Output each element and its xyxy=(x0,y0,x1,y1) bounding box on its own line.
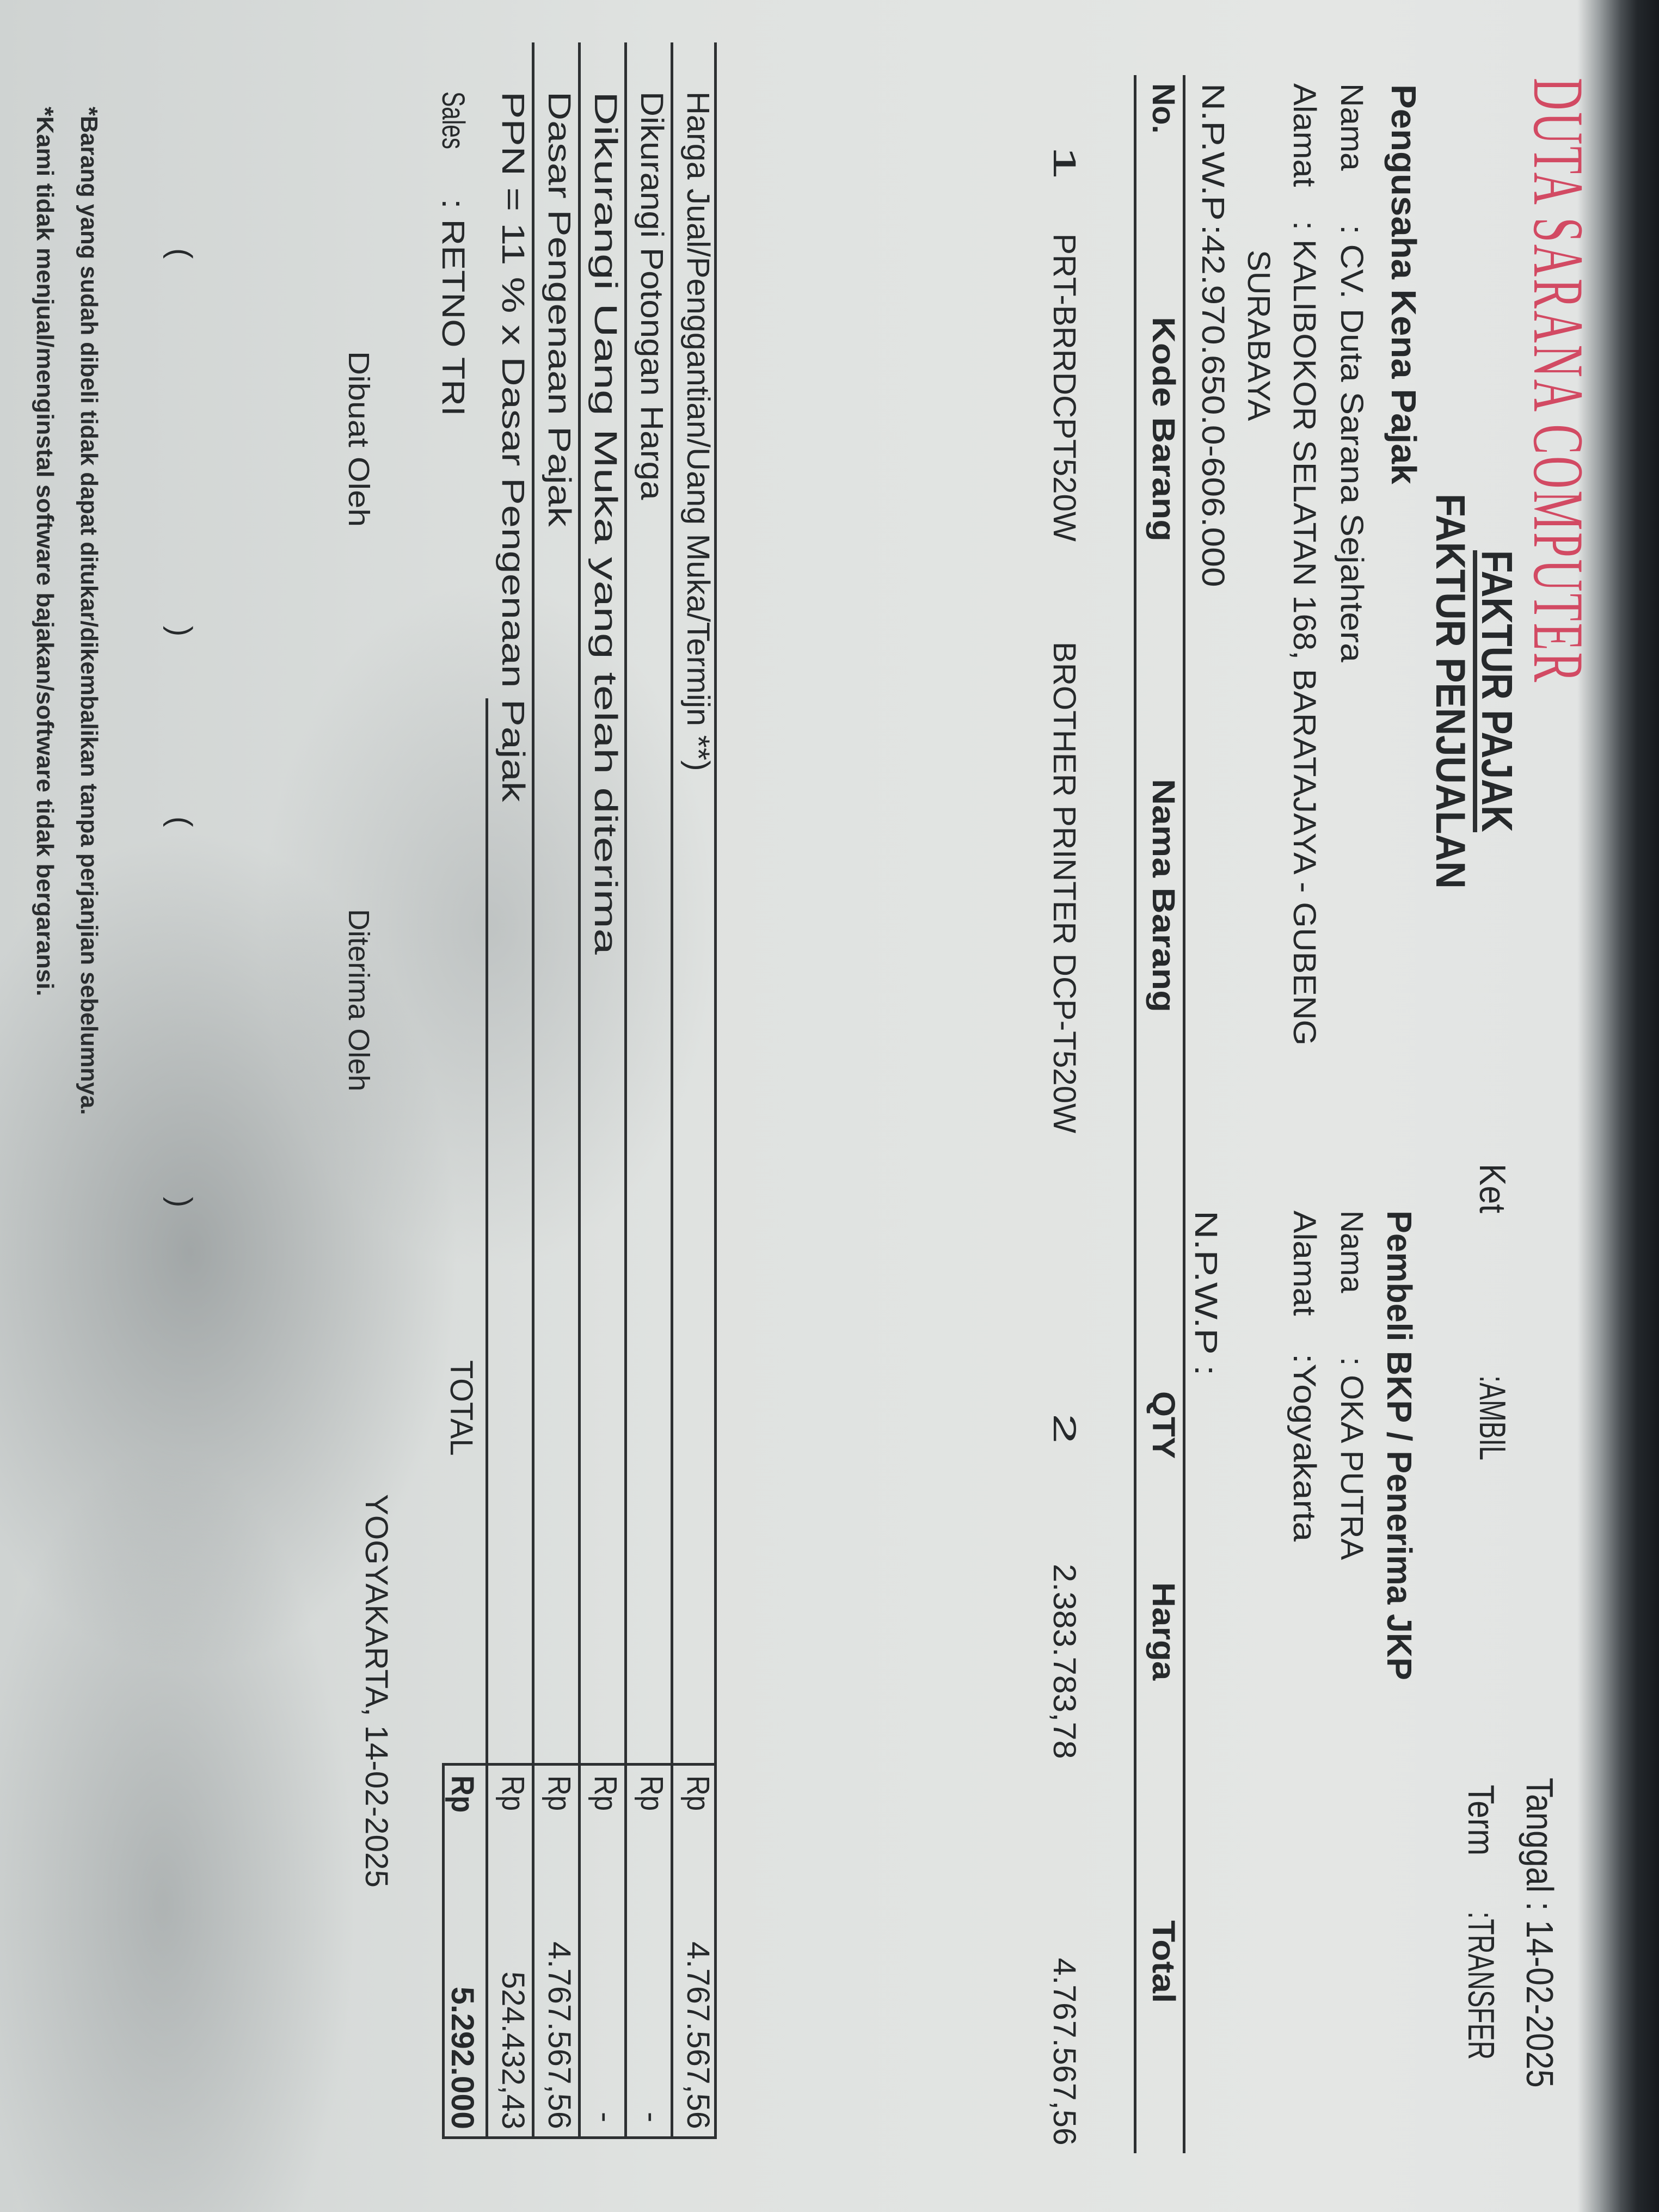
buyer-npwp: N.P.W.P : xyxy=(1188,1211,1224,1376)
term-value: :TRANSFER xyxy=(1460,1912,1502,2060)
table-top-rule xyxy=(1183,75,1185,2153)
buyer-name-label: Nama xyxy=(1334,1211,1369,1293)
ket-value: :AMBIL xyxy=(1472,1375,1513,1460)
sales-label: Sales xyxy=(435,91,471,150)
row-harga: 2.383.783,78 xyxy=(1047,1564,1082,1759)
row-total: 4.767.567,56 xyxy=(1047,1958,1082,2146)
faktur-pajak-title: FAKTUR PAJAK xyxy=(1473,550,1521,832)
summary-label-dpp: Dasar Pengenaan Pajak xyxy=(542,91,577,527)
summary-label-uang-muka: Dikurangi Uang Muka yang telah diterima xyxy=(588,91,623,955)
seller-address: : KALIBOKOR SELATAN 168, BARATAJAYA - GU… xyxy=(1287,221,1322,1046)
buyer-address: :Yogyakarta xyxy=(1287,1354,1322,1542)
summary-currency: Rp xyxy=(680,1775,716,1811)
buyer-name: : OKA PUTRA xyxy=(1334,1357,1369,1560)
buyer-address-label: Alamat xyxy=(1287,1211,1322,1316)
faktur-pajak-underline xyxy=(1473,550,1477,832)
footnote-no-returns: *Barang yang sudah dibeli tidak dapat di… xyxy=(76,107,102,1115)
signature-bracket-open: ( xyxy=(163,248,198,259)
summary-currency: Rp xyxy=(542,1775,577,1811)
summary-label-potongan: Dikurangi Potongan Harga xyxy=(634,91,669,500)
seller-heading: Pengusaha Kena Pajak xyxy=(1384,84,1423,484)
signature-bracket-open: ( xyxy=(163,816,198,827)
col-header-no: No. xyxy=(1146,83,1181,134)
faktur-penjualan-title: FAKTUR PENJUALAN xyxy=(1427,494,1473,889)
seller-npwp: :42.970.650.0-606.000 xyxy=(1195,225,1231,587)
grand-total: 5.292.000 xyxy=(445,1987,480,2130)
place-and-date: YOGYAKARTA, 14-02-2025 xyxy=(359,1494,394,1888)
summary-label-ppn: PPN = 11 % x Dasar Pengenaan Pajak xyxy=(495,91,531,802)
seller-address-label: Alamat xyxy=(1287,83,1322,187)
table-header-rule xyxy=(1134,75,1136,2153)
row-qty: 2 xyxy=(1047,1414,1082,1444)
summary-label-harga-jual: Harga Jual/Penggantian/Uang Muka/Termijn… xyxy=(680,91,716,771)
summary-rule xyxy=(671,42,673,2139)
company-logo-text: DUTA SARANA COMPUTER xyxy=(1519,78,1599,685)
row-kode-barang: PRT-BRRDCPT520W xyxy=(1047,234,1082,542)
col-header-kode-barang: Kode Barang xyxy=(1146,317,1181,542)
buyer-heading: Pembeli BKP / Penerima JKP xyxy=(1380,1211,1419,1680)
summary-rule xyxy=(624,42,627,2139)
signature-bracket-close: ) xyxy=(163,1197,198,1208)
signature-bracket-close: ) xyxy=(163,626,198,637)
sales-name: : RETNO TRI xyxy=(435,199,471,416)
summary-currency: Rp xyxy=(588,1775,623,1811)
summary-value-potongan: - xyxy=(634,2112,669,2123)
received-by-label: Diterima Oleh xyxy=(342,909,375,1092)
seller-city: SURABAYA xyxy=(1241,250,1276,421)
summary-right-border xyxy=(442,2136,717,2139)
col-header-qty: QTY xyxy=(1146,1391,1181,1459)
col-header-total: Total xyxy=(1146,1920,1181,2004)
col-header-harga: Harga xyxy=(1146,1582,1181,1681)
row-no: 1 xyxy=(1047,146,1082,180)
ket-label: Ket xyxy=(1472,1164,1513,1214)
invoice-date: Tanggal : 14-02-2025 xyxy=(1519,1778,1561,2088)
row-nama-barang: BROTHER PRINTER DCP-T520W xyxy=(1047,642,1082,1134)
summary-value-dpp: 4.767.567,56 xyxy=(542,1941,577,2129)
summary-value-harga-jual: 4.767.567,56 xyxy=(680,1941,716,2129)
summary-value-uang-muka: - xyxy=(588,2112,623,2123)
currency-divider xyxy=(442,1763,717,1766)
seller-name: : CV. Duta Sarana Sejahtera xyxy=(1334,225,1369,662)
made-by-label: Dibuat Oleh xyxy=(342,351,375,527)
summary-rule xyxy=(532,42,534,2139)
footnote-no-pirated-software: *Kami tidak menjual/menginstal software … xyxy=(32,107,58,997)
total-currency: Rp xyxy=(445,1775,480,1813)
seller-name-label: Nama xyxy=(1334,83,1369,171)
col-header-nama-barang: Nama Barang xyxy=(1146,779,1181,1012)
summary-currency: Rp xyxy=(634,1775,669,1811)
term-label: Term xyxy=(1460,1785,1502,1856)
total-label: TOTAL xyxy=(444,1360,479,1456)
summary-currency: Rp xyxy=(495,1775,531,1811)
summary-rule xyxy=(486,698,488,2139)
summary-value-ppn: 524.432,43 xyxy=(495,1971,531,2130)
summary-rule xyxy=(578,42,581,2139)
seller-npwp-label: N.P.W.P xyxy=(1195,83,1231,221)
